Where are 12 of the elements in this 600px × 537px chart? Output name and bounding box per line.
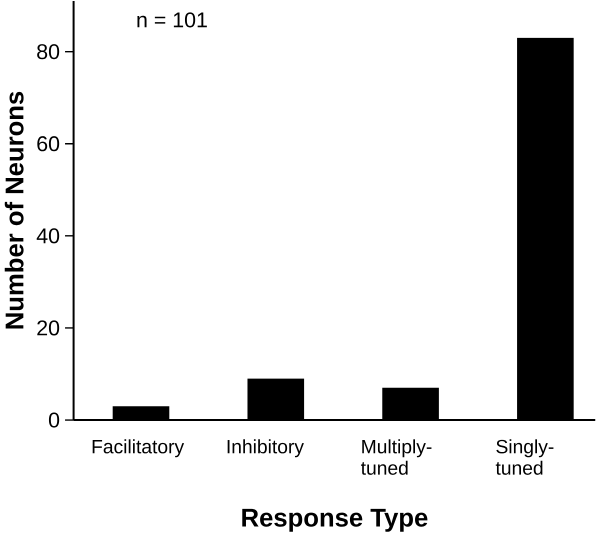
x-tick-label: Singly-tuned xyxy=(496,440,554,476)
y-tick-label: 0 xyxy=(48,412,60,428)
y-tick-label: 60 xyxy=(37,136,60,152)
x-tick-label: Inhibitory xyxy=(228,440,304,458)
x-tick-label: Multiply-tuned xyxy=(360,440,432,476)
x-axis-title: Response Type xyxy=(242,509,428,532)
annotation: n = 101 xyxy=(137,12,207,28)
y-tick-label: 80 xyxy=(37,44,60,60)
x-tick-label: Facilitatory xyxy=(92,440,184,458)
y-axis-title: Number of Neurons xyxy=(4,92,24,329)
y-tick-label: 20 xyxy=(37,320,60,336)
y-tick-label: 40 xyxy=(36,228,60,244)
